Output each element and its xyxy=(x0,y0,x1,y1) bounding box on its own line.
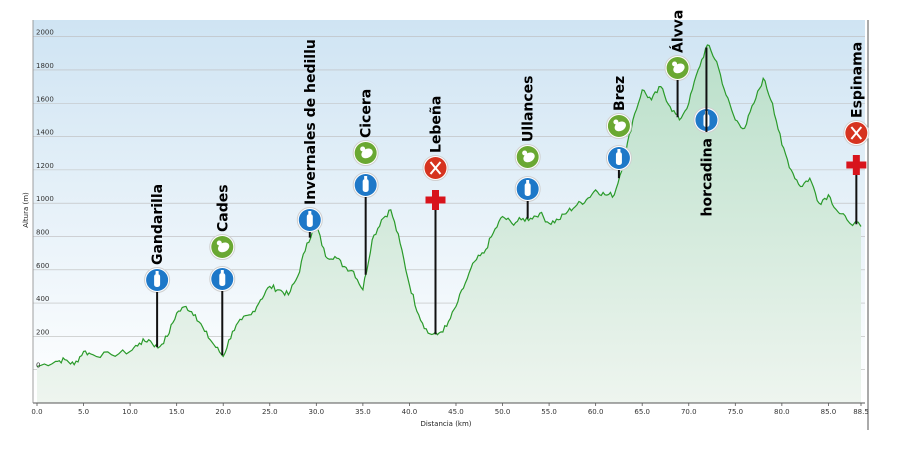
bottle-cap-icon xyxy=(308,211,312,214)
waypoint-label: Ullances xyxy=(521,75,537,142)
elevation-line xyxy=(36,44,862,367)
fruit-icon-top xyxy=(360,146,366,152)
waypoint-cicera: Cicera xyxy=(352,89,379,275)
bottle-cap-icon xyxy=(220,270,224,273)
x-tick-label: 0.0 xyxy=(31,408,42,416)
y-tick-label: 0 xyxy=(36,362,40,370)
elevation-area xyxy=(37,45,861,403)
y-tick-label: 1400 xyxy=(36,129,54,137)
fruit-icon-top xyxy=(672,61,678,67)
waypoint-cades: Cades xyxy=(209,184,236,356)
knife-icon xyxy=(850,126,863,140)
x-tick-label: 20.0 xyxy=(215,408,231,416)
y-axis-title: Altura (m) xyxy=(22,192,30,228)
x-tick-label: 80.0 xyxy=(774,408,790,416)
y-axis-ticks: 0 200 400 600 800 1000 1200 1400 1600 1800 2000 xyxy=(36,29,54,370)
x-tick-label: 88.5 xyxy=(853,408,869,416)
waypoint--lvva: Álvva xyxy=(664,10,691,118)
waypoint-label: Cicera xyxy=(359,89,375,138)
x-tick-label: 40.0 xyxy=(402,408,418,416)
y-tick-label: 1200 xyxy=(36,162,54,170)
bottle-cap-icon xyxy=(364,176,368,179)
x-tick-label: 65.0 xyxy=(634,408,650,416)
waypoint-invernales-de-hedillu: Invernales de hedillu xyxy=(296,39,323,238)
x-tick-label: 45.0 xyxy=(448,408,464,416)
waypoint-brez: Brez xyxy=(605,76,632,179)
waypoint-espinama: Espinama xyxy=(843,42,870,225)
x-tick-label: 25.0 xyxy=(262,408,278,416)
x-tick-label: 30.0 xyxy=(309,408,325,416)
y-tick-label: 1600 xyxy=(36,95,54,103)
first-aid-cross-icon xyxy=(852,155,860,175)
x-axis-ticks: 0.0 5.0 10.0 15.0 20.0 25.0 30.0 35.0 40.0 45.0 50… xyxy=(31,403,869,416)
waypoint-label: Espinama xyxy=(849,42,865,118)
bottle-icon xyxy=(306,214,313,227)
first-aid-cross-icon xyxy=(431,190,439,210)
fruit-icon-top xyxy=(216,240,222,246)
bottle-cap-icon xyxy=(155,271,159,274)
bottle-icon xyxy=(615,152,622,165)
knife-icon xyxy=(429,161,442,175)
waypoint-label: Lebeña xyxy=(428,96,444,153)
y-tick-label: 2000 xyxy=(36,29,54,37)
x-tick-label: 70.0 xyxy=(681,408,697,416)
fruit-icon-top xyxy=(522,150,528,156)
y-tick-label: 200 xyxy=(36,328,49,336)
y-tick-label: 400 xyxy=(36,295,49,303)
waypoint-label: Brez xyxy=(612,76,628,111)
fruit-icon-top xyxy=(613,119,619,125)
y-tick-label: 1800 xyxy=(36,62,54,70)
x-tick-label: 55.0 xyxy=(541,408,557,416)
x-tick-label: 60.0 xyxy=(588,408,604,416)
waypoint-gandarilla: Gandarilla xyxy=(144,184,171,348)
x-tick-label: 75.0 xyxy=(728,408,744,416)
x-tick-label: 35.0 xyxy=(355,408,371,416)
x-tick-label: 5.0 xyxy=(78,408,89,416)
x-tick-label: 10.0 xyxy=(122,408,138,416)
x-tick-label: 85.0 xyxy=(821,408,837,416)
bottle-cap-icon xyxy=(526,180,530,183)
waypoints: Gandarilla Cades Invernales de hedillu Cice… xyxy=(144,10,870,356)
x-tick-label: 15.0 xyxy=(169,408,185,416)
y-tick-label: 600 xyxy=(36,262,49,270)
bottle-cap-icon xyxy=(617,149,621,152)
waypoint-label: Gandarilla xyxy=(150,184,166,265)
bottle-icon xyxy=(362,179,369,192)
bottle-icon xyxy=(154,274,161,287)
waypoint-label: Cades xyxy=(215,184,231,232)
x-tick-label: 50.0 xyxy=(495,408,511,416)
waypoint-label: Álvva xyxy=(670,10,687,53)
bottle-icon xyxy=(219,273,226,286)
waypoint-ullances: Ullances xyxy=(514,75,541,219)
y-tick-label: 1000 xyxy=(36,195,54,203)
waypoint-label: horcadina xyxy=(699,138,715,216)
waypoint-horcadina: horcadina xyxy=(693,47,720,216)
waypoint-lebe-a: Lebeña xyxy=(422,96,449,335)
x-axis-title: Distancia (km) xyxy=(420,420,471,428)
waypoint-label: Invernales de hedillu xyxy=(303,39,319,205)
bottle-icon xyxy=(524,183,531,196)
y-tick-label: 800 xyxy=(36,228,49,236)
